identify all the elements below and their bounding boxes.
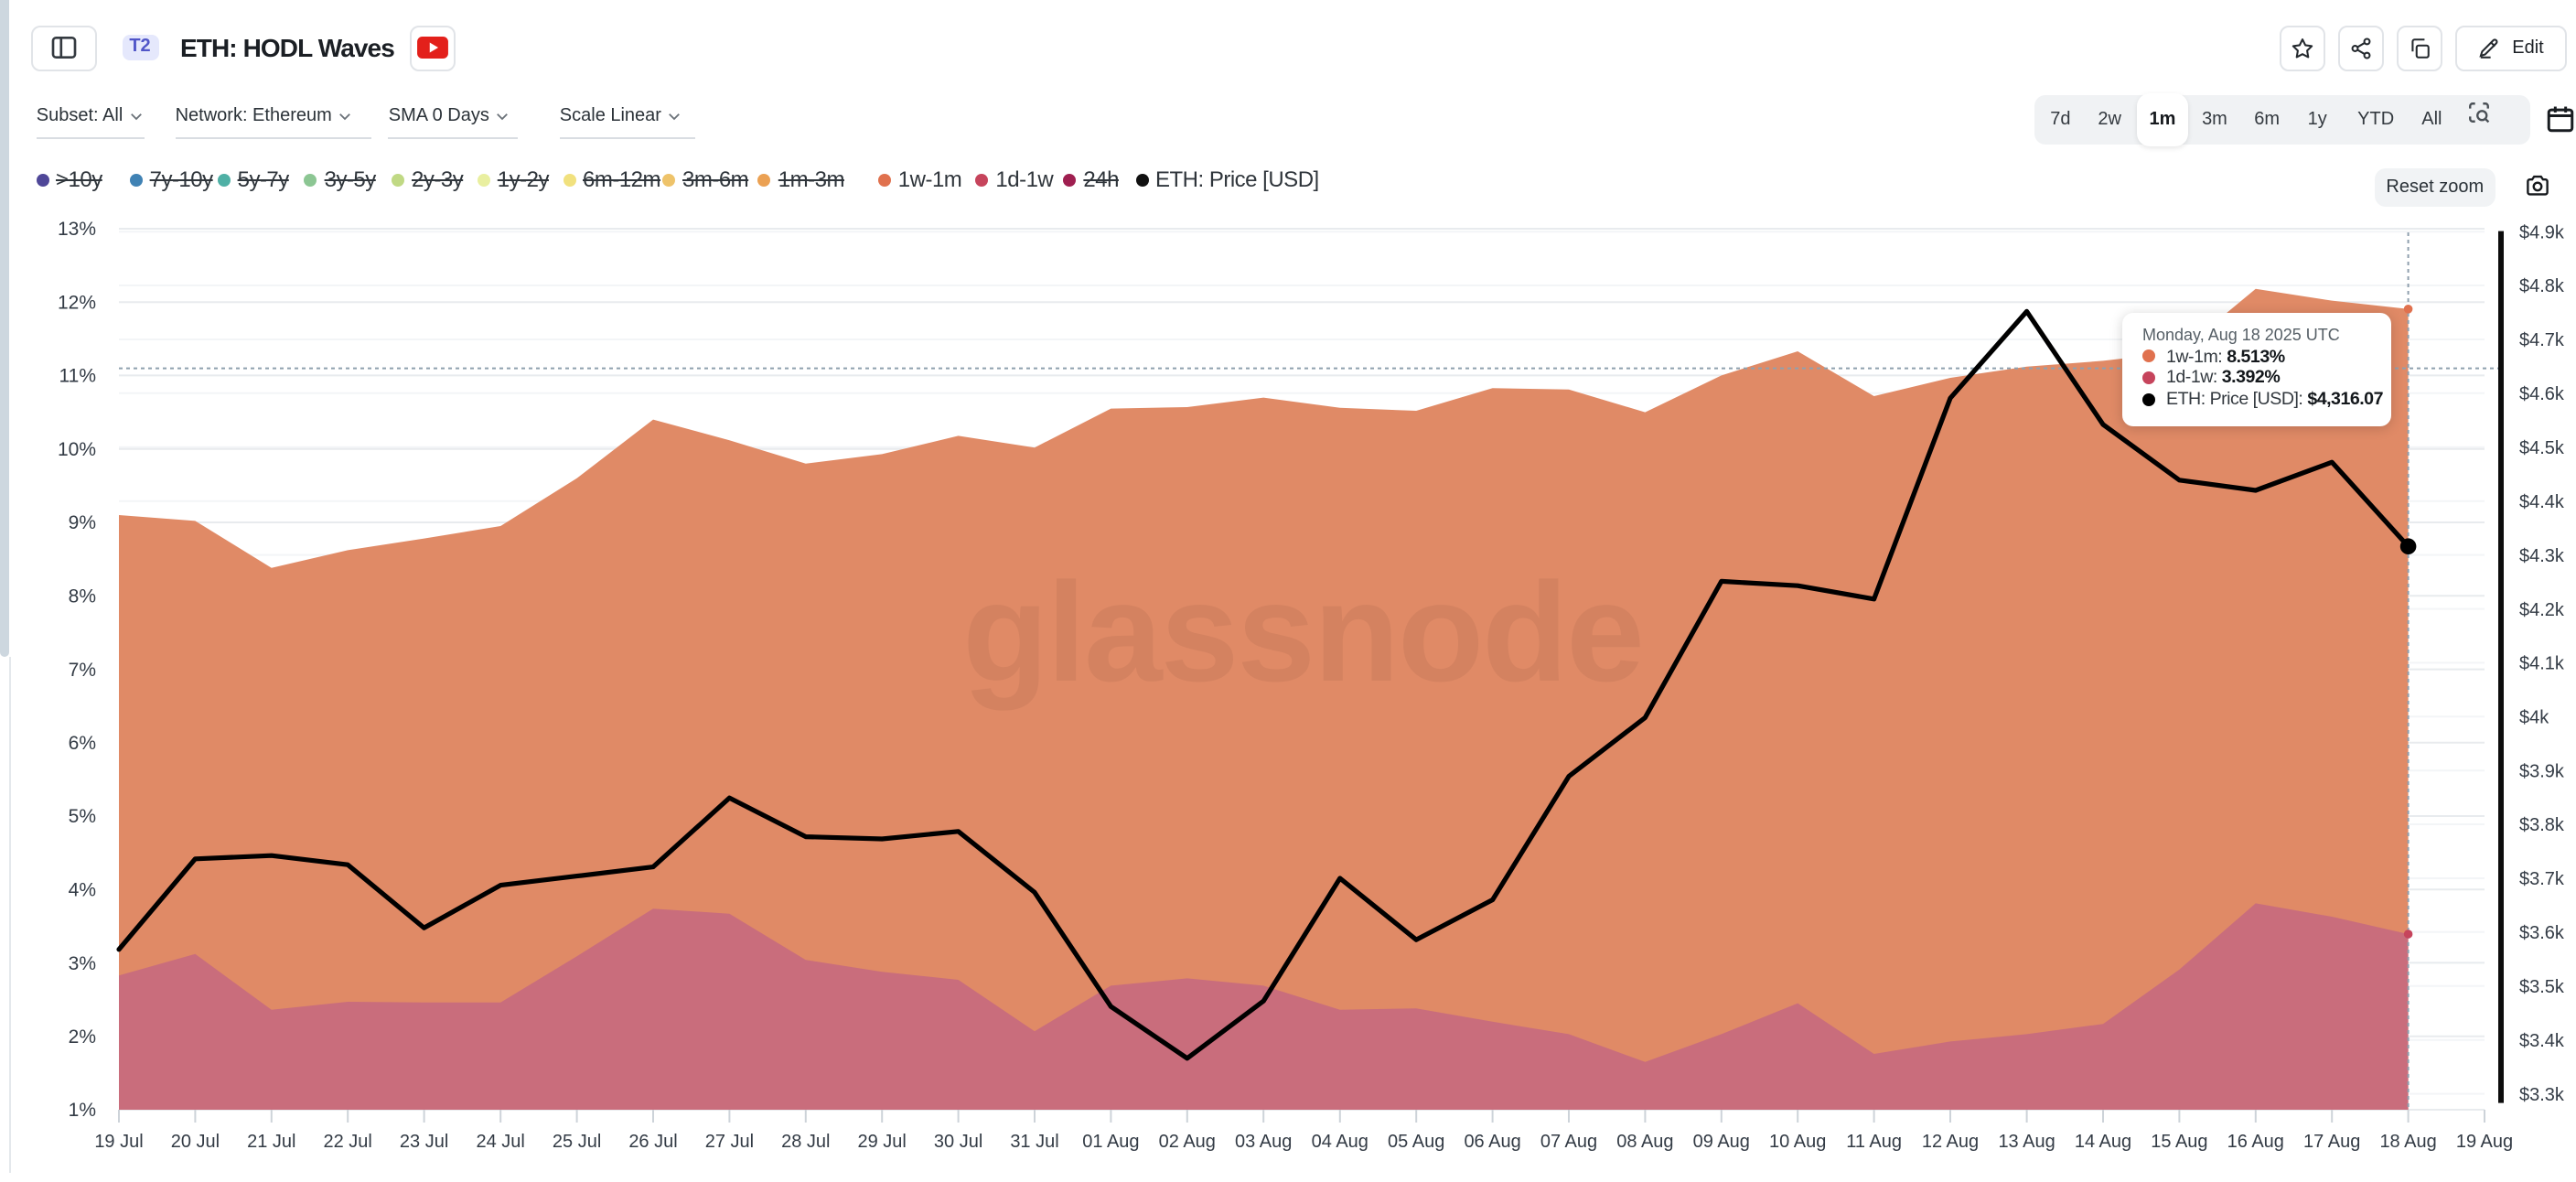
svg-text:$3.6k: $3.6k bbox=[2519, 923, 2565, 943]
svg-text:glassnode: glassnode bbox=[962, 553, 1643, 711]
svg-text:13%: 13% bbox=[58, 219, 96, 240]
svg-text:$4.8k: $4.8k bbox=[2519, 276, 2565, 296]
svg-text:24 Jul: 24 Jul bbox=[477, 1132, 525, 1152]
svg-text:14 Aug: 14 Aug bbox=[2075, 1132, 2131, 1152]
svg-text:11 Aug: 11 Aug bbox=[1846, 1132, 1902, 1152]
svg-text:$4.6k: $4.6k bbox=[2519, 384, 2565, 404]
svg-text:$4.1k: $4.1k bbox=[2519, 654, 2565, 674]
svg-text:$4k: $4k bbox=[2519, 707, 2549, 727]
svg-text:04 Aug: 04 Aug bbox=[1312, 1132, 1368, 1152]
svg-text:13 Aug: 13 Aug bbox=[1998, 1132, 2055, 1152]
svg-text:2%: 2% bbox=[69, 1026, 96, 1048]
svg-text:19 Aug: 19 Aug bbox=[2456, 1132, 2513, 1152]
svg-text:3%: 3% bbox=[69, 953, 96, 974]
svg-text:8%: 8% bbox=[69, 586, 96, 607]
svg-text:30 Jul: 30 Jul bbox=[934, 1132, 982, 1152]
svg-text:19 Jul: 19 Jul bbox=[94, 1132, 143, 1152]
svg-text:05 Aug: 05 Aug bbox=[1388, 1132, 1444, 1152]
svg-text:29 Jul: 29 Jul bbox=[858, 1132, 907, 1152]
svg-text:$3.7k: $3.7k bbox=[2519, 869, 2565, 889]
svg-text:09 Aug: 09 Aug bbox=[1693, 1132, 1750, 1152]
svg-text:$4.3k: $4.3k bbox=[2519, 546, 2565, 566]
svg-text:$4.7k: $4.7k bbox=[2519, 330, 2565, 350]
svg-text:02 Aug: 02 Aug bbox=[1159, 1132, 1216, 1152]
svg-text:$3.5k: $3.5k bbox=[2519, 977, 2565, 997]
svg-text:4%: 4% bbox=[69, 879, 96, 900]
svg-text:20 Jul: 20 Jul bbox=[171, 1132, 220, 1152]
svg-text:$3.9k: $3.9k bbox=[2519, 761, 2565, 781]
svg-text:18 Aug: 18 Aug bbox=[2379, 1132, 2436, 1152]
svg-text:12 Aug: 12 Aug bbox=[1922, 1132, 1979, 1152]
svg-text:$3.8k: $3.8k bbox=[2519, 815, 2565, 835]
svg-text:12%: 12% bbox=[58, 292, 96, 313]
svg-text:31 Jul: 31 Jul bbox=[1010, 1132, 1058, 1152]
svg-text:10 Aug: 10 Aug bbox=[1769, 1132, 1826, 1152]
svg-text:6%: 6% bbox=[69, 733, 96, 754]
svg-text:01 Aug: 01 Aug bbox=[1082, 1132, 1139, 1152]
svg-text:7%: 7% bbox=[69, 660, 96, 681]
svg-text:28 Jul: 28 Jul bbox=[781, 1132, 830, 1152]
svg-text:23 Jul: 23 Jul bbox=[400, 1132, 448, 1152]
svg-text:$4.2k: $4.2k bbox=[2519, 600, 2565, 620]
svg-text:26 Jul: 26 Jul bbox=[628, 1132, 677, 1152]
svg-text:$4.5k: $4.5k bbox=[2519, 438, 2565, 458]
svg-text:$3.3k: $3.3k bbox=[2519, 1085, 2565, 1105]
svg-text:10%: 10% bbox=[58, 439, 96, 460]
svg-text:15 Aug: 15 Aug bbox=[2151, 1132, 2207, 1152]
svg-text:27 Jul: 27 Jul bbox=[705, 1132, 754, 1152]
svg-text:21 Jul: 21 Jul bbox=[247, 1132, 295, 1152]
svg-text:06 Aug: 06 Aug bbox=[1464, 1132, 1520, 1152]
svg-text:25 Jul: 25 Jul bbox=[553, 1132, 601, 1152]
svg-text:17 Aug: 17 Aug bbox=[2303, 1132, 2360, 1152]
svg-text:22 Jul: 22 Jul bbox=[324, 1132, 372, 1152]
svg-text:$4.9k: $4.9k bbox=[2519, 222, 2565, 242]
svg-text:9%: 9% bbox=[69, 512, 96, 533]
svg-text:08 Aug: 08 Aug bbox=[1616, 1132, 1673, 1152]
svg-text:$4.4k: $4.4k bbox=[2519, 492, 2565, 512]
svg-text:16 Aug: 16 Aug bbox=[2227, 1132, 2284, 1152]
svg-text:1%: 1% bbox=[69, 1100, 96, 1121]
svg-text:11%: 11% bbox=[59, 366, 96, 387]
svg-text:$3.4k: $3.4k bbox=[2519, 1031, 2565, 1051]
svg-text:07 Aug: 07 Aug bbox=[1540, 1132, 1597, 1152]
svg-text:03 Aug: 03 Aug bbox=[1235, 1132, 1292, 1152]
svg-text:5%: 5% bbox=[69, 806, 96, 827]
